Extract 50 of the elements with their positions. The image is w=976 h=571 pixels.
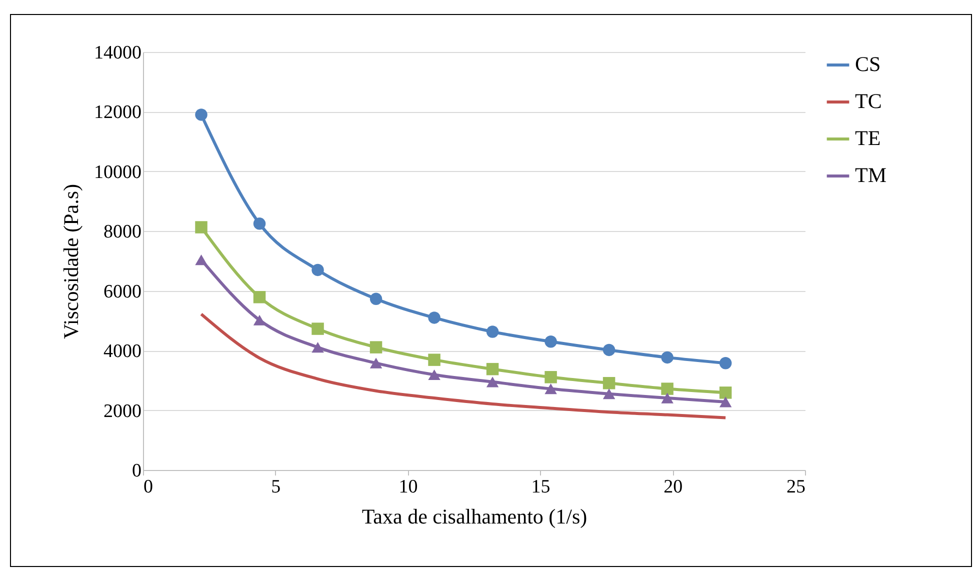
point (370, 341, 382, 354)
point (312, 264, 324, 276)
point (312, 322, 324, 335)
y-axis-title: Viscosidade (Pa.s) (59, 184, 83, 340)
point (719, 357, 732, 370)
y-tick-label: 12000 (94, 102, 142, 124)
x-tick-label: 5 (271, 476, 281, 498)
x-tick-label: 15 (531, 476, 550, 498)
point (370, 358, 382, 368)
x-tick-label: 25 (786, 476, 806, 498)
point (253, 314, 266, 326)
x-tick-label: 20 (664, 476, 683, 498)
point (486, 362, 499, 376)
point (719, 396, 732, 408)
legend-label: TE (855, 126, 881, 150)
point (602, 344, 616, 356)
point (428, 369, 440, 380)
line-series (200, 312, 728, 420)
point (544, 371, 557, 384)
legend-label: TC (855, 89, 882, 113)
y-tick-label: 2000 (104, 400, 142, 422)
y-tick-label: 6000 (104, 281, 142, 302)
point (253, 291, 266, 304)
x-axis-title: Taxa de cisalhamento (1/s) (362, 504, 588, 528)
point (195, 254, 208, 266)
point (661, 382, 674, 395)
point (544, 383, 557, 394)
point (719, 386, 732, 399)
y-tick-label: 8000 (104, 222, 142, 243)
point (544, 336, 557, 348)
x-tick-label: 10 (398, 476, 418, 498)
point (486, 326, 499, 338)
point (370, 292, 382, 306)
point (428, 354, 440, 366)
legend-label: CS (855, 52, 881, 76)
point (661, 392, 674, 404)
legend-label: TM (855, 163, 887, 187)
point (312, 342, 324, 353)
point (602, 388, 616, 400)
y-tick-label: 14000 (94, 42, 142, 64)
point (661, 351, 674, 364)
point (428, 312, 440, 324)
point (195, 221, 208, 234)
point (486, 376, 499, 388)
y-tick-label: 0 (132, 460, 142, 482)
point (195, 108, 208, 121)
point (253, 218, 266, 230)
point (602, 376, 616, 390)
y-tick-label: 4000 (104, 341, 142, 362)
y-tick-label: 10000 (94, 162, 142, 183)
